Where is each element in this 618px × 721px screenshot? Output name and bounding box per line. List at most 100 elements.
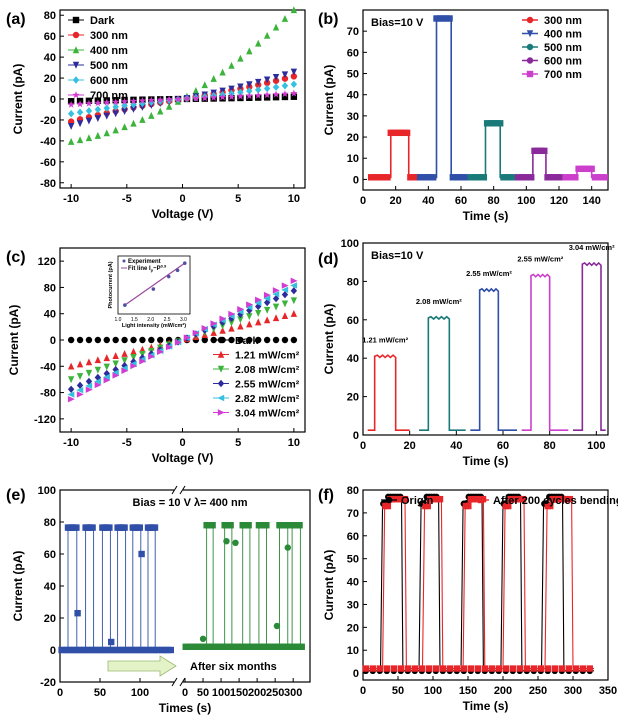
x-tick-label: 100 bbox=[131, 687, 149, 699]
inset-point bbox=[123, 303, 127, 307]
data-point bbox=[404, 665, 411, 672]
data-point bbox=[139, 103, 146, 111]
data-point bbox=[192, 87, 200, 94]
data-point bbox=[397, 129, 404, 137]
data-point bbox=[67, 376, 75, 384]
data-point bbox=[420, 174, 427, 181]
data-point bbox=[130, 336, 137, 344]
inset-point bbox=[166, 274, 171, 279]
intensity-label: 2.08 mW/cm² bbox=[416, 297, 462, 306]
data-point bbox=[112, 103, 119, 111]
data-point bbox=[67, 336, 75, 344]
data-point bbox=[85, 382, 93, 390]
legend-label: 300 nm bbox=[90, 30, 128, 42]
data-point bbox=[246, 320, 253, 328]
y-axis-label: Current (pA) bbox=[322, 304, 336, 375]
x-tick-label: -5 bbox=[122, 193, 132, 205]
data-point bbox=[480, 174, 488, 181]
data-point bbox=[245, 92, 253, 100]
data-point bbox=[423, 174, 430, 181]
y-tick-label: 0 bbox=[50, 645, 56, 657]
data-point bbox=[290, 93, 298, 100]
y-tick-label: 20 bbox=[347, 132, 359, 144]
x-tick-label: 250 bbox=[529, 685, 547, 697]
data-point bbox=[281, 75, 289, 82]
data-point bbox=[263, 295, 271, 302]
plot-frame bbox=[362, 9, 609, 191]
data-point bbox=[67, 385, 75, 393]
data-point bbox=[67, 122, 75, 130]
data-point bbox=[554, 174, 561, 181]
y-tick-label: -60 bbox=[40, 157, 56, 169]
y-tick-label: 70 bbox=[347, 26, 359, 38]
data-point bbox=[130, 347, 137, 355]
data-point bbox=[516, 665, 523, 672]
data-point bbox=[263, 306, 271, 314]
data-point bbox=[263, 316, 271, 324]
data-point bbox=[192, 329, 200, 337]
fit-line bbox=[124, 262, 186, 306]
data-point bbox=[281, 15, 289, 22]
panel-f: 0 50 100 150 200 250 300 350 0 10 20 30 40 50 60 70 80 Ti… bbox=[318, 485, 618, 713]
data-point bbox=[381, 174, 388, 181]
data-point bbox=[465, 502, 472, 510]
data-point bbox=[474, 665, 481, 672]
data-point bbox=[67, 110, 75, 118]
data-point bbox=[565, 174, 572, 181]
x-axis-label: Time (s) bbox=[463, 699, 509, 713]
data-point bbox=[432, 665, 439, 672]
data-point bbox=[112, 360, 119, 368]
legend-label: 3.04 mW/cm² bbox=[235, 408, 300, 420]
axis-break-mark bbox=[171, 677, 178, 687]
data-point bbox=[369, 665, 376, 672]
x-tick-label: 0 bbox=[360, 195, 366, 207]
x-tick-label: 5 bbox=[235, 193, 241, 205]
data-point bbox=[139, 115, 146, 123]
inset-x-tick: 1.5 bbox=[131, 317, 138, 323]
data-point bbox=[94, 336, 102, 344]
x-tick-label: 60 bbox=[455, 195, 467, 207]
y-axis-label: Current (pA) bbox=[11, 551, 25, 622]
data-point bbox=[210, 75, 217, 82]
data-point bbox=[547, 174, 555, 181]
data-point bbox=[551, 665, 558, 672]
data-point bbox=[246, 81, 253, 89]
y-axis-label: Current (pA) bbox=[11, 64, 25, 135]
data-point bbox=[228, 61, 235, 69]
data-point bbox=[290, 6, 298, 14]
data-point bbox=[557, 174, 564, 181]
data-point bbox=[255, 86, 262, 94]
data-point bbox=[73, 524, 80, 531]
data-point bbox=[588, 165, 595, 173]
data-point bbox=[121, 357, 128, 365]
data-point bbox=[139, 354, 146, 362]
legend-label: Dark bbox=[235, 335, 259, 347]
data-point bbox=[411, 665, 418, 672]
data-point bbox=[505, 502, 512, 510]
data-point bbox=[394, 129, 401, 137]
inset-fit-label: Fit line Ip~P0.9 bbox=[128, 264, 167, 273]
x-tick-label: 0 bbox=[360, 440, 366, 452]
data-point bbox=[245, 522, 252, 529]
data-point bbox=[272, 314, 280, 322]
inset-x-tick: 1.0 bbox=[115, 317, 122, 323]
data-point bbox=[130, 100, 137, 109]
data-point bbox=[290, 336, 298, 344]
data-point bbox=[474, 174, 481, 181]
data-point bbox=[509, 665, 516, 672]
data-point bbox=[237, 306, 245, 313]
data-point bbox=[67, 391, 75, 398]
data-point bbox=[245, 304, 253, 311]
data-point bbox=[138, 550, 145, 558]
data-point bbox=[183, 94, 191, 102]
data-point bbox=[94, 356, 102, 364]
data-point bbox=[76, 120, 84, 128]
data-point bbox=[94, 99, 102, 107]
x-tick-label: 50 bbox=[392, 685, 404, 697]
data-point bbox=[219, 68, 226, 76]
data-point bbox=[85, 377, 93, 386]
data-point bbox=[227, 522, 234, 529]
data-point bbox=[210, 93, 218, 101]
data-point bbox=[103, 373, 110, 381]
plot-frame bbox=[362, 489, 609, 681]
